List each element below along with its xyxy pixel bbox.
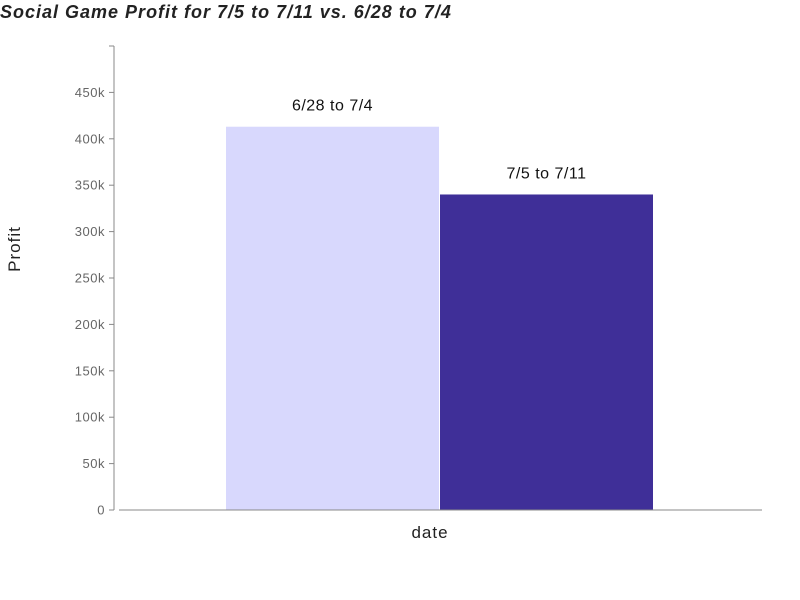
y-tick-label: 450k: [75, 85, 105, 100]
y-tick-label: 400k: [75, 131, 105, 146]
y-tick-label: 150k: [75, 363, 105, 378]
bars: 6/28 to 7/4 7/5 to 7/11: [226, 98, 653, 511]
y-tick-label: 100k: [75, 410, 105, 425]
y-tick-label: 50k: [83, 456, 105, 471]
y-axis: 0 50k 100k 150k 200k 250k 300k 350k 400k 450k: [75, 45, 115, 518]
y-tick-label: 200k: [75, 317, 105, 332]
y-tick-label: 0: [97, 503, 105, 518]
y-axis-title: Profit: [5, 226, 24, 272]
x-axis-title: date: [411, 523, 448, 542]
y-tick-label: 350k: [75, 178, 105, 193]
bar: [440, 194, 653, 511]
chart-title: Social Game Profit for 7/5 to 7/11 vs. 6…: [0, 2, 452, 22]
bar-label: 6/28 to 7/4: [292, 98, 373, 115]
bar: [226, 126, 439, 511]
bar-label: 7/5 to 7/11: [507, 165, 587, 182]
y-tick-label: 250k: [75, 271, 105, 286]
y-tick-label: 300k: [75, 224, 105, 239]
